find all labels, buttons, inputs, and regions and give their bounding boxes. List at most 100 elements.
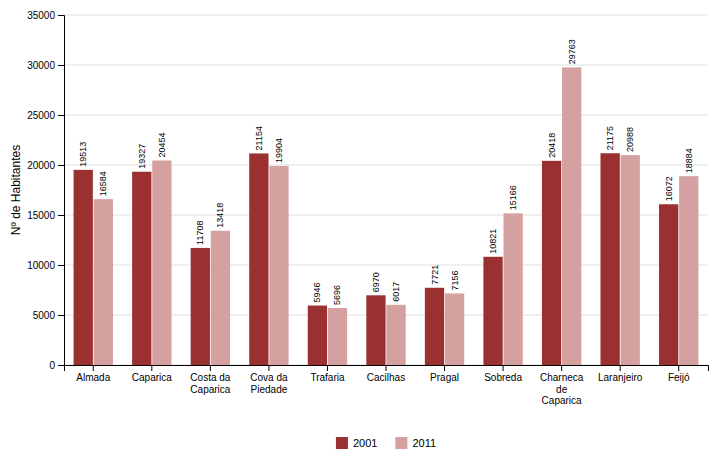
y-tick-label: 25000 xyxy=(27,110,55,121)
bar xyxy=(562,67,581,365)
grid-line xyxy=(64,15,708,16)
data-label: 20988 xyxy=(625,127,635,152)
data-labels: 1951319327117082115459466970772110821204… xyxy=(78,39,694,305)
data-label: 16072 xyxy=(664,176,674,201)
x-tick-label: Costa daCaparica xyxy=(190,372,230,395)
data-label: 5696 xyxy=(332,285,342,305)
data-label: 16584 xyxy=(98,171,108,196)
data-label: 13418 xyxy=(215,203,225,228)
x-tick-mark xyxy=(151,365,152,371)
x-axis-line xyxy=(65,366,709,372)
data-label: 11708 xyxy=(195,221,205,245)
y-tick-label: 10000 xyxy=(27,260,55,271)
bar xyxy=(445,293,464,365)
y-axis: 05000100001500020000250003000035000 xyxy=(27,10,64,371)
data-label: 21175 xyxy=(605,126,615,150)
x-tick-mark xyxy=(386,365,387,371)
y-tick-mark xyxy=(58,315,64,316)
data-label: 5946 xyxy=(312,283,322,303)
x-tick-label: Feijó xyxy=(668,372,690,383)
legend-label: 2011 xyxy=(412,437,436,449)
bar xyxy=(211,231,230,365)
bar xyxy=(308,306,327,365)
bar xyxy=(659,204,678,365)
bar xyxy=(269,166,288,365)
y-axis-title: Nº de Habitantes xyxy=(9,145,23,235)
legend-swatch xyxy=(336,437,348,449)
x-tick-label: Sobreda xyxy=(484,372,522,383)
x-tick: Cova daPiedade xyxy=(250,365,288,395)
y-tick: 5000 xyxy=(33,310,64,321)
x-tick: Sobreda xyxy=(484,365,522,383)
x-tick-label: Trafaria xyxy=(310,372,345,383)
x-axis: Almada Caparica Costa daCaparica Cova daPie… xyxy=(65,365,709,406)
bar xyxy=(679,176,698,365)
y-tick-mark xyxy=(58,165,64,166)
bar-series xyxy=(74,153,679,365)
y-tick-mark xyxy=(58,365,64,366)
x-tick-mark xyxy=(444,365,445,371)
y-tick-label: 0 xyxy=(49,360,55,371)
bar xyxy=(542,161,561,365)
y-tick-mark xyxy=(58,15,64,16)
x-tick-label: Almada xyxy=(76,372,110,383)
bar xyxy=(94,199,113,365)
y-tick: 0 xyxy=(49,360,64,371)
chart: 05000100001500020000250003000035000Almad… xyxy=(0,0,723,457)
data-label: 18884 xyxy=(684,148,694,173)
data-label: 20454 xyxy=(157,132,167,157)
x-tick-mark xyxy=(210,365,211,371)
y-tick-label: 15000 xyxy=(27,210,55,221)
legend-item: 2011 xyxy=(395,437,436,449)
x-tick: CharnecadeCaparica xyxy=(540,365,584,406)
x-tick: Almada xyxy=(76,365,110,383)
x-tick-label: Pragal xyxy=(430,372,459,383)
data-label: 7721 xyxy=(430,265,440,285)
x-tick-label: CharnecadeCaparica xyxy=(540,372,584,406)
y-tick: 10000 xyxy=(27,260,64,271)
data-label: 15166 xyxy=(508,185,518,210)
x-tick: Costa daCaparica xyxy=(190,365,230,395)
grid-line xyxy=(64,115,708,116)
x-tick-label: Cova daPiedade xyxy=(250,372,288,395)
y-tick-label: 35000 xyxy=(27,10,55,21)
x-tick-mark xyxy=(678,365,679,371)
legend-swatch xyxy=(395,437,407,449)
data-label: 19327 xyxy=(137,144,147,169)
bar xyxy=(249,153,268,365)
x-tick: Trafaria xyxy=(310,365,345,383)
x-tick-mark xyxy=(327,365,328,371)
data-label: 10821 xyxy=(488,229,498,254)
x-tick-label: Cacilhas xyxy=(367,372,405,383)
x-tick-mark xyxy=(268,365,269,371)
legend: 2001 2011 xyxy=(336,437,436,449)
bar xyxy=(74,170,93,365)
bar xyxy=(152,160,171,365)
bar xyxy=(600,153,619,365)
x-tick-mark xyxy=(503,365,504,371)
y-tick-mark xyxy=(58,265,64,266)
data-label: 7156 xyxy=(450,270,460,290)
y-tick-mark xyxy=(58,115,64,116)
y-tick: 20000 xyxy=(27,160,64,171)
grid xyxy=(64,15,708,365)
x-tick: Caparica xyxy=(132,365,172,383)
legend-label: 2001 xyxy=(353,437,377,449)
bar xyxy=(132,172,151,365)
x-tick: Feijó xyxy=(668,365,690,383)
x-tick-label: Caparica xyxy=(132,372,172,383)
y-axis-line xyxy=(58,16,65,366)
bar xyxy=(621,155,640,365)
x-tick: Laranjeiro xyxy=(598,365,643,383)
x-tick-mark xyxy=(561,365,562,371)
x-tick-mark xyxy=(620,365,621,371)
data-label: 6970 xyxy=(371,272,381,292)
bar xyxy=(366,295,385,365)
bar-series xyxy=(94,67,699,365)
data-label: 21154 xyxy=(254,126,264,150)
y-tick: 25000 xyxy=(27,110,64,121)
bar xyxy=(191,248,210,365)
data-label: 6017 xyxy=(391,282,401,302)
x-tick-label: Laranjeiro xyxy=(598,372,643,383)
y-tick-mark xyxy=(58,65,64,66)
